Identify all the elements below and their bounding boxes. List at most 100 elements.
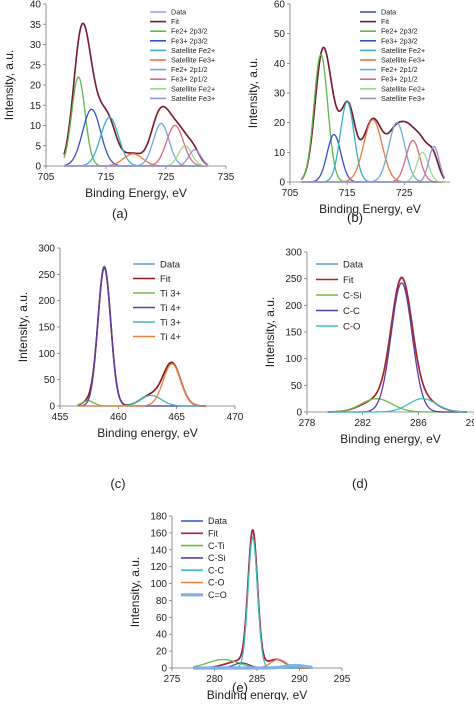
series-line-10 (63, 149, 209, 167)
legend-label: Fe3+ 2p3/2 (381, 36, 418, 45)
series-line-5 (327, 398, 468, 413)
y-tick-label: 300 (38, 244, 55, 255)
x-tick-label: 295 (334, 674, 351, 685)
legend-label: Data (171, 8, 186, 17)
series-line-6 (77, 363, 206, 407)
legend-label: Ti 4+ (160, 332, 181, 343)
y-tick-label: 0 (35, 162, 41, 173)
x-tick-label: 735 (218, 172, 235, 183)
legend-label: Data (381, 8, 396, 17)
legend-label: C-O (343, 321, 360, 332)
y-tick-label: 20 (30, 81, 42, 92)
legend-label: Satellite Fe2+ (381, 84, 425, 93)
legend-label: Ti 3+ (160, 288, 181, 299)
legend-label: C-Si (208, 553, 226, 563)
y-axis-label: Intensity, a.u. (128, 557, 142, 627)
x-tick-label: 280 (206, 674, 223, 685)
y-axis-label: Intensity, a.u. (263, 297, 277, 367)
legend-label: Data (343, 259, 364, 270)
series-line-2 (300, 46, 445, 180)
y-tick-label: 160 (150, 528, 167, 539)
panel-caption: (c) (110, 476, 125, 491)
y-tick-label: 50 (274, 29, 286, 40)
y-tick-label: 20 (274, 118, 286, 129)
legend-label: Fit (381, 17, 389, 26)
legend-label: Ti 4+ (160, 303, 181, 314)
series-line-2 (63, 22, 209, 166)
panel-caption: (d) (352, 476, 368, 491)
y-tick-label: 50 (291, 381, 303, 392)
panel-caption: (e) (232, 680, 248, 695)
chart-panel-d: 0 50 100 150 200 250 300 278 282 286 290 Binding en… (263, 248, 474, 491)
y-tick-label: 40 (274, 59, 286, 70)
panel-caption: (a) (112, 206, 128, 221)
legend-label: C-Si (343, 290, 361, 301)
legend-label: Fit (343, 275, 354, 286)
y-tick-label: 200 (38, 296, 55, 307)
legend-label: C-C (208, 565, 224, 575)
legend-label: Fe2+ 2p3/2 (381, 27, 418, 36)
chart-panel-c: 0 50 100 150 200 250 300 455 460 465 470 Binding en… (16, 244, 244, 492)
legend-label: Satellite Fe3+ (171, 94, 215, 103)
legend-label: Fe2+ 2p1/2 (171, 65, 208, 74)
x-axis-label: Binding energy, eV (207, 688, 308, 700)
y-tick-label: 5 (35, 141, 41, 152)
y-tick-label: 15 (30, 101, 42, 112)
y-tick-label: 250 (38, 270, 55, 281)
y-tick-label: 140 (150, 545, 167, 556)
series-line-7 (192, 663, 314, 670)
y-tick-label: 0 (161, 664, 167, 675)
chart-panel-e: 0 20 40 60 80 100 120 140 160 180 275 280 285 290 295 B… (128, 512, 351, 703)
legend-label: C-Ti (208, 541, 225, 551)
y-tick-label: 40 (156, 630, 168, 641)
x-tick-label: 460 (110, 412, 127, 423)
y-tick-label: 30 (30, 40, 42, 51)
y-tick-label: 0 (49, 402, 55, 413)
legend-label: Satellite Fe2+ (171, 84, 215, 93)
y-tick-label: 10 (274, 148, 286, 159)
legend-label: Fe3+ 2p3/2 (171, 36, 208, 45)
y-tick-label: 250 (285, 274, 302, 285)
legend-label: Ti 3+ (160, 317, 181, 328)
y-tick-label: 25 (30, 60, 42, 71)
y-tick-label: 10 (30, 121, 42, 132)
y-tick-label: 300 (285, 248, 302, 259)
y-tick-label: 0 (296, 408, 302, 419)
legend-label: Fe2+ 2p1/2 (381, 65, 418, 74)
chart-panel-b: 0 10 20 30 40 50 60 705 715 725 Binding Energy, eV… (246, 0, 450, 225)
y-tick-label: 0 (279, 178, 285, 189)
x-tick-label: 278 (299, 418, 316, 429)
x-axis-label: Binding Energy, eV (85, 186, 187, 200)
y-tick-label: 180 (150, 512, 167, 523)
legend-label: C=O (208, 590, 227, 600)
x-tick-label: 282 (354, 418, 371, 429)
series-line-10 (301, 145, 445, 183)
x-tick-label: 715 (339, 188, 356, 199)
x-tick-label: 285 (249, 674, 266, 685)
legend-label: Fe3+ 2p1/2 (171, 75, 208, 84)
x-tick-label: 290 (291, 674, 308, 685)
legend-label: Data (160, 259, 181, 270)
y-axis-label: Intensity, a.u. (16, 292, 30, 362)
y-tick-label: 30 (274, 89, 286, 100)
y-tick-label: 200 (285, 301, 302, 312)
legend-label: Satellite Fe2+ (381, 46, 425, 55)
legend: Data Fit C-Ti C-Si C-C C-O C=O (181, 516, 227, 600)
y-tick-label: 100 (38, 349, 55, 360)
panel-caption: (b) (347, 210, 363, 225)
x-tick-label: 290 (466, 418, 474, 429)
y-tick-label: 60 (156, 613, 168, 624)
x-tick-label: 705 (282, 188, 299, 199)
legend-label: Satellite Fe3+ (171, 56, 215, 65)
x-tick-label: 465 (168, 412, 185, 423)
x-tick-label: 286 (410, 418, 427, 429)
legend-label: Fit (171, 17, 179, 26)
y-tick-label: 40 (30, 0, 42, 11)
y-axis-label: Intensity, a.u. (2, 50, 16, 120)
legend-label: Satellite Fe2+ (171, 46, 215, 55)
x-tick-label: 715 (98, 172, 115, 183)
y-axis-label: Intensity, a.u. (246, 58, 260, 128)
x-tick-label: 725 (158, 172, 175, 183)
